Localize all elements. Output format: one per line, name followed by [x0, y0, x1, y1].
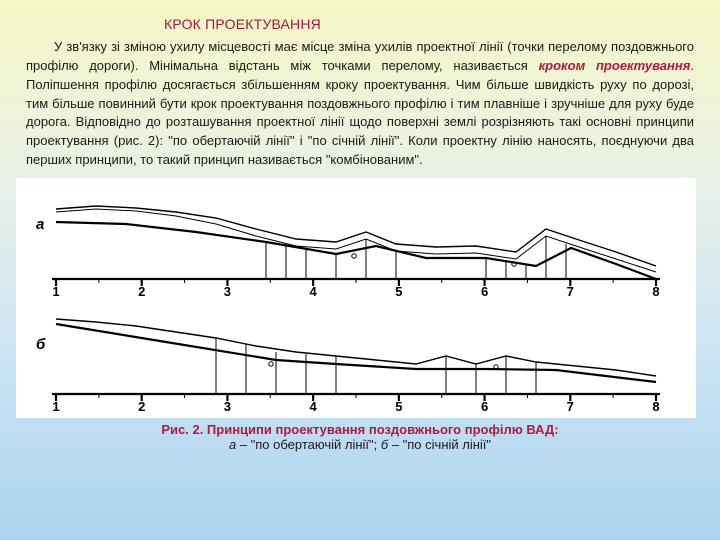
- svg-text:6: 6: [481, 399, 488, 414]
- svg-text:3: 3: [224, 284, 231, 299]
- svg-text:7: 7: [567, 284, 574, 299]
- svg-text:4: 4: [310, 284, 318, 299]
- svg-text:5: 5: [395, 284, 402, 299]
- svg-text:1: 1: [52, 399, 59, 414]
- slide: КРОК ПРОЕКТУВАННЯ У зв'язку зі зміною ух…: [0, 0, 720, 540]
- svg-text:5: 5: [395, 399, 402, 414]
- svg-text:б: б: [36, 336, 46, 353]
- svg-text:4: 4: [310, 399, 318, 414]
- svg-text:7: 7: [567, 399, 574, 414]
- body-paragraph: У зв'язку зі зміною ухилу місцевості має…: [26, 38, 694, 170]
- caption-text-b: – "по січній лінії": [388, 437, 491, 452]
- svg-text:1: 1: [52, 284, 59, 299]
- profile-diagram: 1 2 3 4 5 6 7 8 а 1 2 3 4 5 6 7 8 б: [16, 184, 696, 414]
- svg-text:2: 2: [138, 399, 145, 414]
- svg-text:2: 2: [138, 284, 145, 299]
- svg-text:8: 8: [652, 284, 659, 299]
- para-post: . Поліпшення профілю досягається збільше…: [26, 58, 694, 167]
- svg-text:3: 3: [224, 399, 231, 414]
- section-title: КРОК ПРОЕКТУВАННЯ: [164, 16, 694, 32]
- design-step-term: кроком проектування: [539, 58, 691, 73]
- caption-text-a: – "по обертаючій лінії";: [236, 437, 381, 452]
- figure-container: 1 2 3 4 5 6 7 8 а 1 2 3 4 5 6 7 8 б: [16, 178, 696, 418]
- figure-caption-main: Рис. 2. Принципи проектування поздовжньо…: [26, 422, 694, 437]
- figure-caption-sub: а – "по обертаючій лінії"; б – "по січні…: [26, 437, 694, 452]
- svg-text:8: 8: [652, 399, 659, 414]
- svg-text:а: а: [36, 216, 44, 233]
- svg-text:6: 6: [481, 284, 488, 299]
